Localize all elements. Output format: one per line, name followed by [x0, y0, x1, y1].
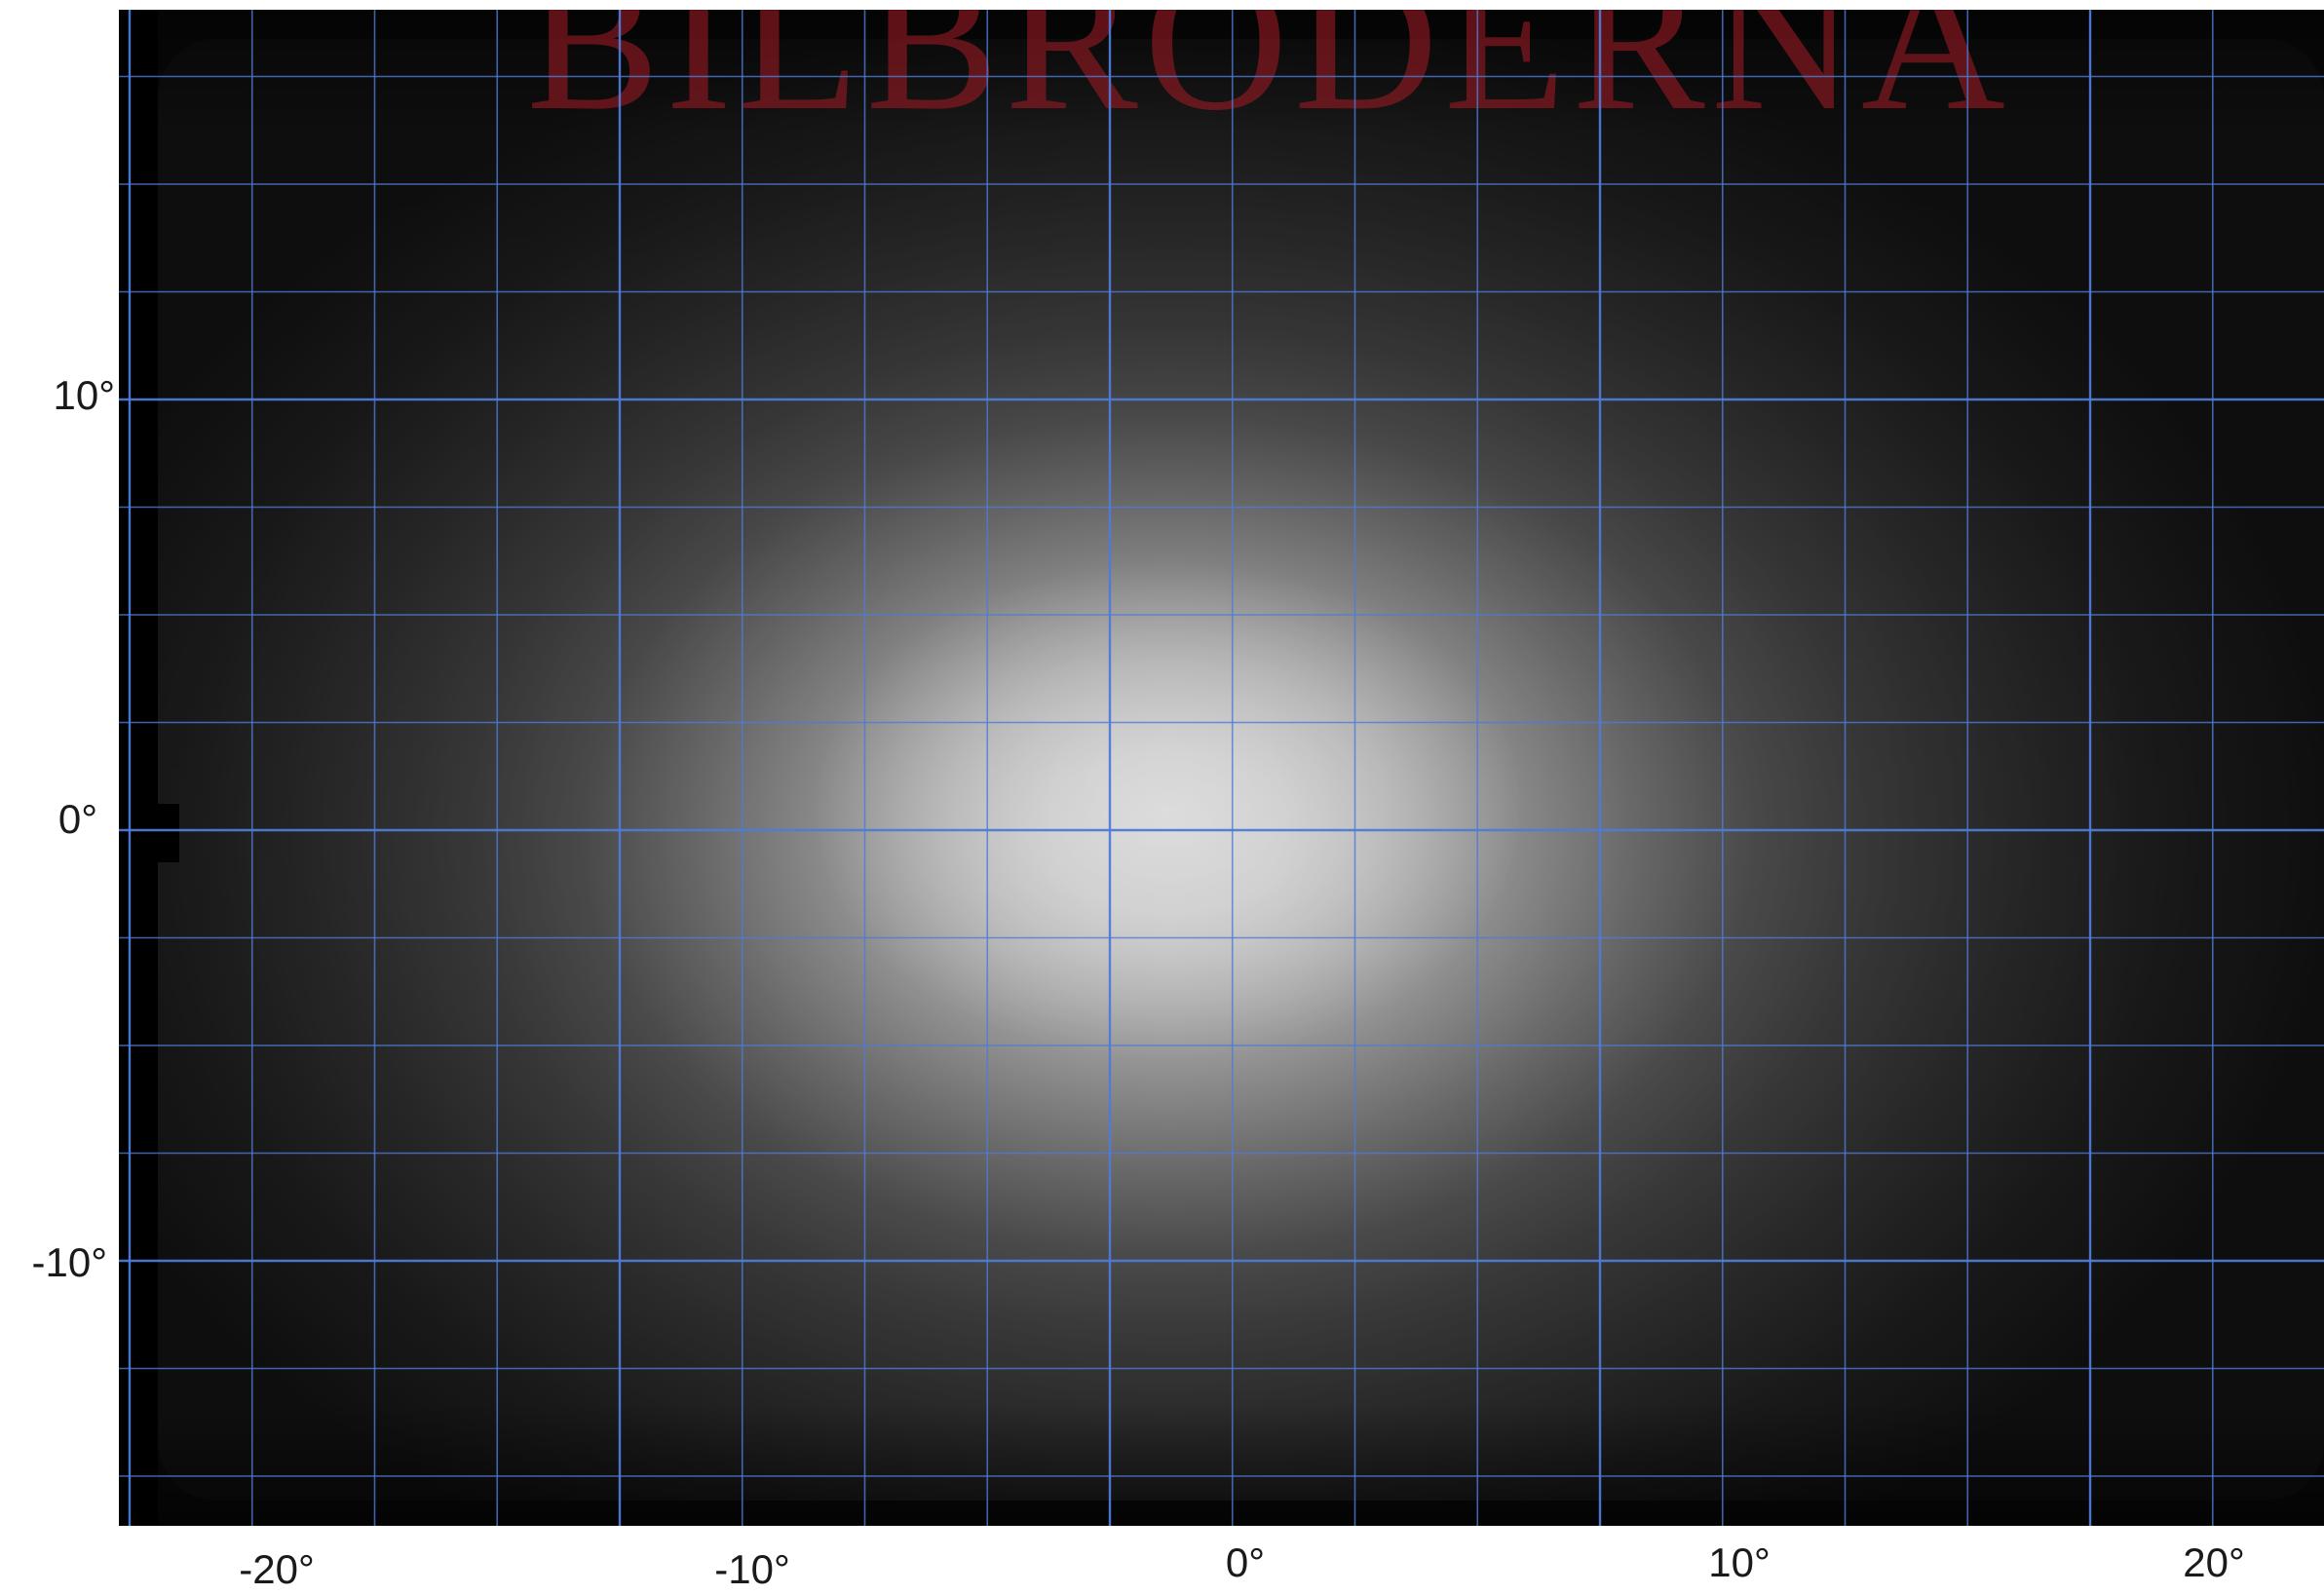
y-tick-label-0: 0°: [57, 796, 97, 842]
x-tick-label-10: 10°: [1708, 1539, 1771, 1585]
x-tick-label-minus-10: -10°: [714, 1546, 790, 1592]
angle-grid: [119, 10, 2324, 1526]
watermark-text: BILBRODERNA: [526, 10, 2011, 152]
beam-pattern-plot: BILBRODERNA: [119, 10, 2324, 1526]
light-beam-image: [119, 10, 2324, 1526]
x-tick-label-0: 0°: [1225, 1539, 1266, 1585]
x-tick-label-20: 20°: [2183, 1539, 2245, 1585]
x-tick-label-minus-20: -20°: [239, 1546, 315, 1592]
y-tick-label-10: 10°: [53, 372, 115, 418]
y-tick-label-minus-10: -10°: [31, 1239, 108, 1285]
